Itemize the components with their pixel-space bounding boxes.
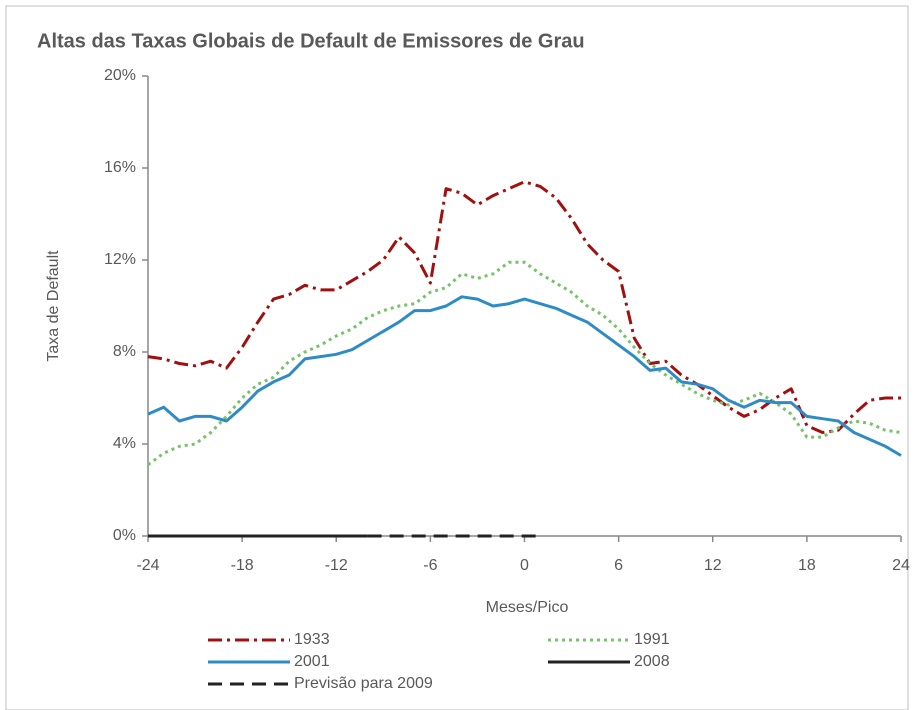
y-axis-label: Taxa de Default: [45, 250, 62, 362]
legend-label: 1991: [634, 631, 670, 648]
x-tick-label: 0: [520, 557, 529, 574]
x-tick-label: 18: [798, 557, 816, 574]
legend-label: 2008: [634, 653, 670, 670]
x-tick-label: -18: [231, 557, 254, 574]
y-tick-label: 12%: [104, 251, 136, 268]
legend-label: 1933: [294, 631, 330, 648]
legend-label: Previsão para 2009: [294, 675, 433, 692]
x-tick-label: -24: [136, 557, 159, 574]
y-tick-label: 0%: [113, 527, 136, 544]
chart-title: Altas das Taxas Globais de Default de Em…: [37, 30, 585, 52]
x-tick-label: -12: [325, 557, 348, 574]
y-tick-label: 16%: [104, 159, 136, 176]
y-tick-label: 4%: [113, 435, 136, 452]
chart-frame: [5, 5, 909, 710]
x-tick-label: -6: [423, 557, 437, 574]
x-tick-label: 12: [704, 557, 722, 574]
y-tick-label: 20%: [104, 67, 136, 84]
legend-label: 2001: [294, 653, 330, 670]
series-line: [147, 260, 902, 466]
series-line: [147, 180, 901, 434]
x-axis-label: Meses/Pico: [486, 599, 569, 616]
x-tick-label: 24: [892, 557, 910, 574]
x-tick-label: 6: [614, 557, 623, 574]
y-tick-label: 8%: [113, 343, 136, 360]
series-line: [147, 295, 902, 457]
